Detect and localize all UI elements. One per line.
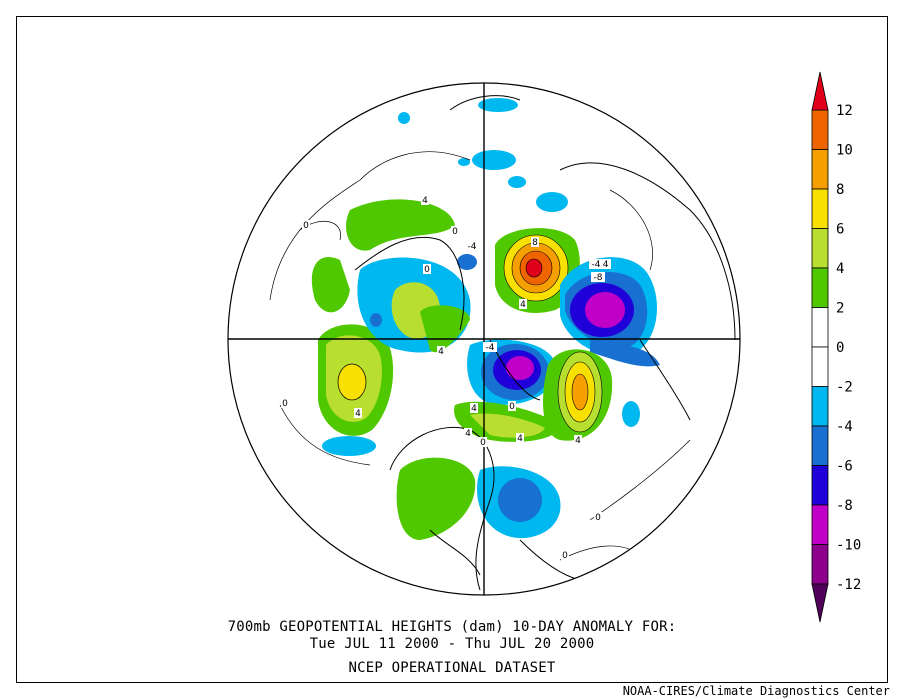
siberia-negative-anomaly [560,257,660,367]
contour-label-bg [470,403,478,413]
contour-label-bg [421,195,429,205]
credit-line: NOAA-CIRES/Climate Diagnostics Center [622,684,890,698]
colorbar-label: -4 [836,419,853,435]
dataset-name: NCEP OPERATIONAL DATASET [348,660,556,676]
contour-label: -8 [594,273,603,283]
colorbar-band [811,346,829,387]
colorbar-band [811,425,829,466]
north-america-anomalies [396,457,561,540]
contour-label-bg [508,401,516,411]
map-date-range: Tue JUL 11 2000 - Thu JUL 20 2000 [309,636,595,652]
contour-label-bg [479,437,487,447]
colorbar-label: 2 [836,301,844,317]
contour-label: 0 [595,513,601,523]
colorbar-band [811,504,829,545]
colorbar-band [811,544,829,585]
alaska-anomalies [346,199,477,353]
contour-label: 0 [452,227,458,237]
contour-label: 0 [509,402,515,412]
contour-label: 0 [480,438,486,448]
contour-label-bg [464,428,472,438]
contour-label-bg [561,550,569,560]
atlantic-positive-anomaly [454,349,640,442]
contour-label-bg [589,259,603,269]
colorbar-band [811,307,829,348]
greenland-negative-anomaly [467,339,556,405]
contour-label-bg [483,342,497,352]
contour-label-bg [423,264,431,274]
colorbar-band [811,267,829,308]
map-title: 700mb GEOPOTENTIAL HEIGHTS (dam) 10-DAY … [227,619,677,635]
contour-label-bg [597,259,611,269]
minor-anomaly-patches [322,98,568,456]
contour-label: 4 [422,196,428,206]
contour-label-bg [516,433,524,443]
colorbar-band [811,228,829,269]
contour-label: 8 [532,238,538,248]
contour-label-bg [302,220,310,230]
contour-label: 4 [438,347,444,357]
contour-label-bg [281,398,289,408]
contour-label: 4 [517,434,523,444]
contour-label: 4 [355,409,361,419]
contour-label-bg [451,226,459,236]
contour-label: 0 [424,265,430,275]
colorbar-label: 6 [836,222,844,238]
colorbar-label: -12 [836,577,861,593]
colorbar-label: -2 [836,380,853,396]
contour-label-bg [591,272,605,282]
colorbar-bottom-arrow [811,583,829,623]
contour-label-bg [594,512,602,522]
colorbar-band [811,109,829,150]
contour-label: 0 [562,551,568,561]
pacific-positive-anomaly [311,256,394,436]
contour-label: -4 [486,343,495,353]
colorbar-label: 0 [836,340,844,356]
contour-label-bg [519,299,527,309]
colorbar-label: -10 [836,538,861,554]
contour-label: -4 [468,242,477,252]
contour-label-bg [574,435,582,445]
contour-label-bg [465,241,479,251]
contour-label: 0 [282,399,288,409]
colorbar-label: 12 [836,103,853,119]
colorbar-label: -6 [836,459,853,475]
contour-label-bg [531,237,539,247]
colorbar-label: 8 [836,182,844,198]
colorbar-band [811,386,829,427]
contour-label-bg [437,346,445,356]
contour-label: -4 [600,260,609,270]
contour-label: 0 [303,221,309,231]
contour-label: 4 [465,429,471,439]
colorbar-band [811,188,829,229]
contour-label: 4 [575,436,581,446]
colorbar-label: 10 [836,143,853,159]
colorbar-label: -8 [836,498,853,514]
contour-label: 4 [471,404,477,414]
colorbar-label: 4 [836,261,844,277]
contour-label-bg [354,408,362,418]
contour-label: -4 [592,260,601,270]
colorbar-band [811,149,829,190]
contour-label: 4 [520,300,526,310]
russia-positive-anomaly [495,228,580,313]
colorbar: 12 10 8 6 4 2 0 -2 -4 -6 -8 -10 -12 [811,71,861,623]
colorbar-top-arrow [811,71,829,111]
colorbar-band [811,465,829,506]
